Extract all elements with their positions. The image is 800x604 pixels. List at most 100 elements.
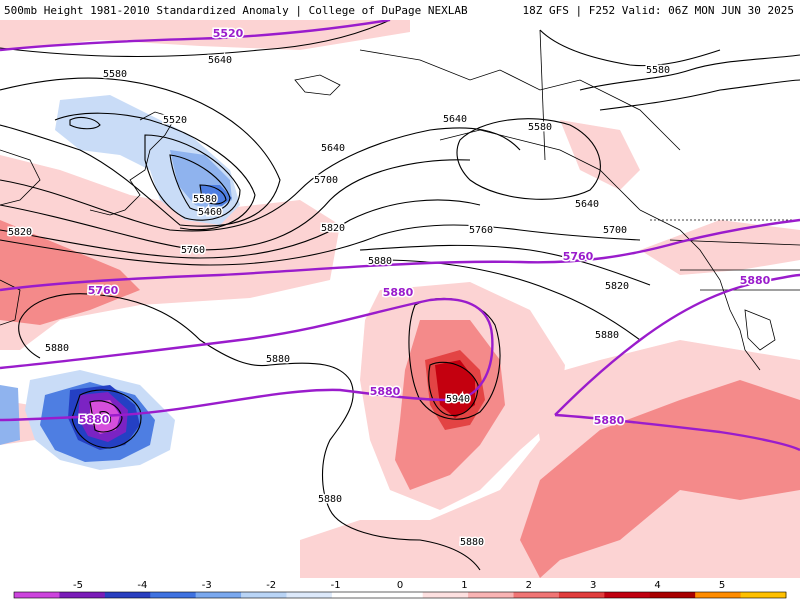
height-contours-purple (0, 20, 800, 452)
contour-label-halo: 5880 (266, 354, 290, 365)
contour-label-purple: 5880 (740, 274, 771, 287)
contour-label-black: 5940 (446, 394, 470, 405)
coastlines (0, 29, 800, 371)
colorbar-tick-label: -4 (137, 580, 147, 591)
contour-label-halo: 5580 (646, 65, 670, 76)
contour-label-halo: 5700 (314, 175, 338, 186)
colorbar-segment (286, 592, 333, 598)
anomaly-colorbar: -5 -4 -3 -2 -1 0 1 2 3 4 5 (0, 578, 800, 600)
contour-label-halo: 5880 (370, 385, 401, 398)
contour-label-black: 5700 (603, 225, 627, 236)
contour-labels-black: 5640564055805580552055205460546055805580… (6, 54, 671, 550)
contour-label-halo: 5880 (595, 330, 619, 341)
colorbar-tick-label: -2 (266, 580, 276, 591)
model-run-info: 18Z GFS | F252 Valid: 06Z MON JUN 30 202… (522, 4, 794, 17)
colorbar-segment (59, 592, 106, 598)
anomaly-shading (0, 20, 800, 578)
contour-label-purple: 5880 (79, 413, 110, 426)
contour-label-black: 5460 (198, 207, 222, 218)
negative-anomaly-area (90, 400, 120, 434)
contour-label-halo: 5520 (213, 27, 244, 40)
colorbar-segment (195, 592, 242, 598)
contour-label-black: 5880 (45, 343, 69, 354)
contour-label-halo: 5640 (443, 114, 467, 125)
contour-label-black: 5640 (208, 55, 232, 66)
contour-label-black: 5820 (321, 223, 345, 234)
contour-label-black: 5640 (575, 199, 599, 210)
colorbar-tick-label: 0 (397, 580, 403, 591)
colorbar-segment (604, 592, 651, 598)
contour-label-halo: 5820 (605, 281, 629, 292)
contour-label-black: 5520 (163, 115, 187, 126)
positive-anomaly-area (520, 380, 800, 578)
colorbar-tick-label: 5 (719, 580, 725, 591)
contour-label-black: 5640 (443, 114, 467, 125)
positive-anomaly-area (560, 120, 640, 190)
contour-label-black: 5880 (460, 537, 484, 548)
contour-label-black: 5580 (103, 69, 127, 80)
positive-anomaly-area (0, 20, 410, 50)
contour-label-halo: 5640 (321, 143, 345, 154)
contour-label-halo: 5880 (79, 413, 110, 426)
header: 500mb Height 1981-2010 Standardized Anom… (0, 0, 800, 20)
contour-label-black: 5880 (266, 354, 290, 365)
contour-label-purple: 5880 (594, 414, 625, 427)
height-contours-black (0, 20, 800, 571)
contour-label-black: 5820 (8, 227, 32, 238)
colorbar-segment (558, 592, 605, 598)
colorbar-tick-label: -3 (202, 580, 212, 591)
contour-label-halo: 5820 (321, 223, 345, 234)
contour-label-halo: 5580 (103, 69, 127, 80)
colorbar-segment (377, 592, 424, 598)
contour-label-halo: 5700 (603, 225, 627, 236)
colorbar-tick-label: 3 (590, 580, 596, 591)
contour-label-halo: 5520 (163, 115, 187, 126)
contour-label-black: 5700 (314, 175, 338, 186)
contour-label-halo: 5760 (563, 250, 594, 263)
contour-label-halo: 5580 (193, 194, 217, 205)
contour-label-halo: 5880 (594, 414, 625, 427)
contour-label-black: 5880 (368, 256, 392, 267)
contour-label-halo: 5640 (208, 55, 232, 66)
colorbar-tick-label: 4 (654, 580, 660, 591)
contour-label-black: 5880 (595, 330, 619, 341)
contour-label-purple: 5760 (88, 284, 119, 297)
contour-label-halo: 5760 (181, 245, 205, 256)
map-title: 500mb Height 1981-2010 Standardized Anom… (4, 4, 468, 17)
colorbar-canvas: -5 -4 -3 -2 -1 0 1 2 3 4 5 (13, 580, 787, 599)
positive-anomaly-area (435, 360, 475, 418)
colorbar-segment (513, 592, 560, 598)
contour-label-halo: 5880 (460, 537, 484, 548)
colorbar-segment (150, 592, 197, 598)
colorbar-segment (740, 592, 787, 598)
colorbar-segment (241, 592, 287, 598)
colorbar-segment (14, 592, 60, 598)
colorbar-tick-label: -5 (73, 580, 83, 591)
colorbar-tick-label: 1 (461, 580, 467, 591)
contour-label-halo: 5760 (469, 225, 493, 236)
anomaly-map: 5640 5640 5580 5580 5520 5520 5460 5460 5580 5580… (0, 20, 800, 578)
colorbar-segment (468, 592, 515, 598)
contour-label-halo: 5880 (318, 494, 342, 505)
contour-label-black: 5760 (181, 245, 205, 256)
contour-label-purple: 5520 (213, 27, 244, 40)
positive-anomaly-area (640, 220, 800, 275)
contour-label-halo: 5880 (740, 274, 771, 287)
contour-label-halo: 5640 (575, 199, 599, 210)
map-canvas: 5640564055805580552055205460546055805580… (0, 20, 800, 578)
contour-label-halo: 5460 (198, 207, 222, 218)
colorbar-tick-label: 2 (526, 580, 532, 591)
colorbar-tick-label: -1 (331, 580, 341, 591)
contour-label-halo: 5760 (88, 284, 119, 297)
contour-label-purple: 5880 (370, 385, 401, 398)
contour-label-halo: 5940 (446, 394, 470, 405)
contour-label-halo: 5880 (368, 256, 392, 267)
contour-label-halo: 5880 (45, 343, 69, 354)
contour-labels-purple: 5520 5520 5760 5760 5760 5760 5880 5880 5880 5880… (77, 26, 772, 429)
contour-label-halo: 5820 (8, 227, 32, 238)
negative-anomaly-area (200, 185, 232, 206)
positive-anomaly-area (300, 340, 800, 578)
colorbar-segment (331, 592, 378, 598)
colorbar-segment (695, 592, 742, 598)
negative-anomaly-area (0, 385, 20, 445)
